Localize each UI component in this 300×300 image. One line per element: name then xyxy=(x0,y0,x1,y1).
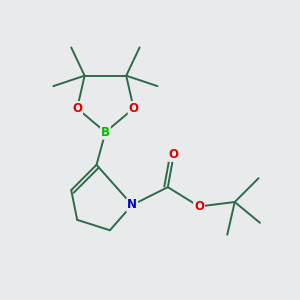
Text: O: O xyxy=(129,102,139,115)
Text: O: O xyxy=(72,102,82,115)
Text: N: N xyxy=(127,199,137,212)
Text: O: O xyxy=(169,148,179,161)
Text: O: O xyxy=(194,200,204,213)
Text: B: B xyxy=(101,126,110,139)
